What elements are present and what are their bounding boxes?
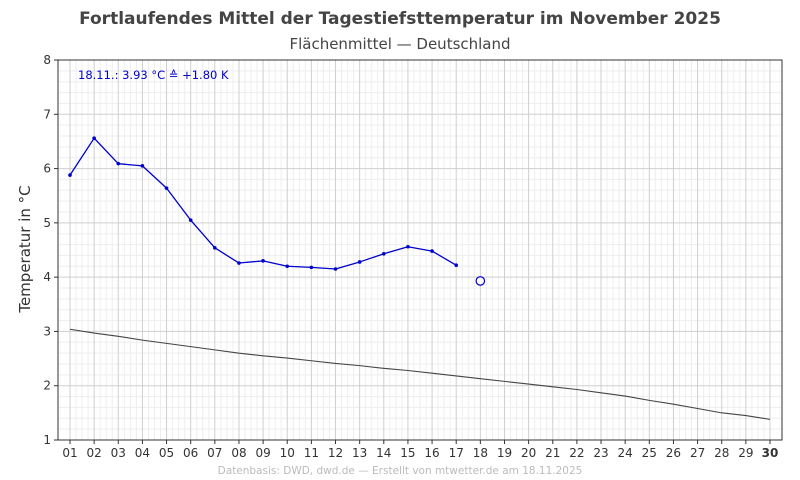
data-point [406, 244, 410, 249]
data-point [357, 260, 362, 264]
current-value-annotation: 18.11.: 3.93 °C ≙ +1.80 K [78, 68, 229, 82]
x-tick-labels: 01 02 03 04 05 06 07 08 09 10 11 12 13 14 15 16 17 18 19 20… [62, 440, 778, 460]
x-tick-label: 28 [714, 446, 729, 460]
x-tick-label: 16 [424, 446, 439, 460]
x-tick-label: 08 [231, 446, 246, 460]
x-tick-label: 30 [762, 446, 779, 460]
data-point [454, 263, 459, 268]
x-tick-label: 02 [86, 446, 101, 460]
data-point [430, 249, 434, 253]
x-tick-label: 20 [521, 446, 536, 460]
y-tick-label: 8 [43, 53, 51, 67]
y-tick-label: 5 [43, 216, 51, 230]
data-point [333, 267, 338, 271]
y-tick-label: 3 [43, 324, 51, 338]
x-tick-label: 22 [569, 446, 584, 460]
y-tick-labels: 1 2 3 4 5 6 7 8 [43, 53, 58, 447]
data-point [140, 164, 145, 168]
y-tick-label: 4 [43, 270, 51, 284]
chart-subtitle: Flächenmittel — Deutschland [289, 35, 510, 53]
plot-border [57, 59, 783, 441]
x-tick-label: 24 [618, 446, 633, 460]
data-point [213, 246, 217, 250]
data-point [116, 161, 121, 166]
data-source-footer: Datenbasis: DWD, dwd.de — Erstellt von m… [218, 465, 583, 477]
x-tick-label: 17 [449, 446, 464, 460]
x-tick-label: 03 [111, 446, 126, 460]
x-tick-label: 23 [593, 446, 608, 460]
data-point [285, 264, 290, 269]
data-point [164, 186, 169, 190]
minor-gridlines [58, 60, 782, 440]
x-tick-label: 15 [400, 446, 415, 460]
y-tick-label: 7 [43, 107, 51, 121]
data-point [309, 265, 314, 270]
data-point [237, 261, 241, 265]
marker-layer [68, 136, 486, 286]
data-point [381, 252, 386, 256]
x-tick-label: 07 [207, 446, 222, 460]
x-tick-label: 05 [159, 446, 174, 460]
x-tick-label: 12 [328, 446, 343, 460]
x-tick-label: 18 [473, 446, 488, 460]
data-point [188, 218, 193, 222]
x-tick-label: 27 [690, 446, 705, 460]
y-tick-label: 6 [43, 162, 51, 176]
x-tick-label: 14 [376, 446, 391, 460]
x-tick-label: 25 [642, 446, 657, 460]
y-tick-label: 2 [43, 379, 51, 393]
data-point [261, 259, 265, 263]
x-tick-label: 10 [280, 446, 295, 460]
chart-title: Fortlaufendes Mittel der Tagestiefsttemp… [79, 9, 721, 29]
series-line-climate [69, 328, 771, 420]
data-point [68, 173, 72, 177]
x-tick-label: 09 [255, 446, 270, 460]
x-tick-label: 21 [545, 446, 560, 460]
x-tick-label: 19 [497, 446, 512, 460]
x-tick-label: 01 [62, 446, 77, 460]
y-axis-label: Temperatur in °C [16, 185, 34, 313]
x-tick-label: 29 [738, 446, 753, 460]
data-point [92, 136, 96, 140]
current-value-marker [475, 276, 486, 286]
x-tick-label: 04 [135, 446, 150, 460]
x-tick-label: 13 [352, 446, 367, 460]
x-tick-label: 06 [183, 446, 198, 460]
x-tick-label: 11 [304, 446, 319, 460]
y-tick-label: 1 [43, 433, 51, 447]
plot-frame [57, 59, 783, 441]
x-tick-label: 26 [666, 446, 681, 460]
